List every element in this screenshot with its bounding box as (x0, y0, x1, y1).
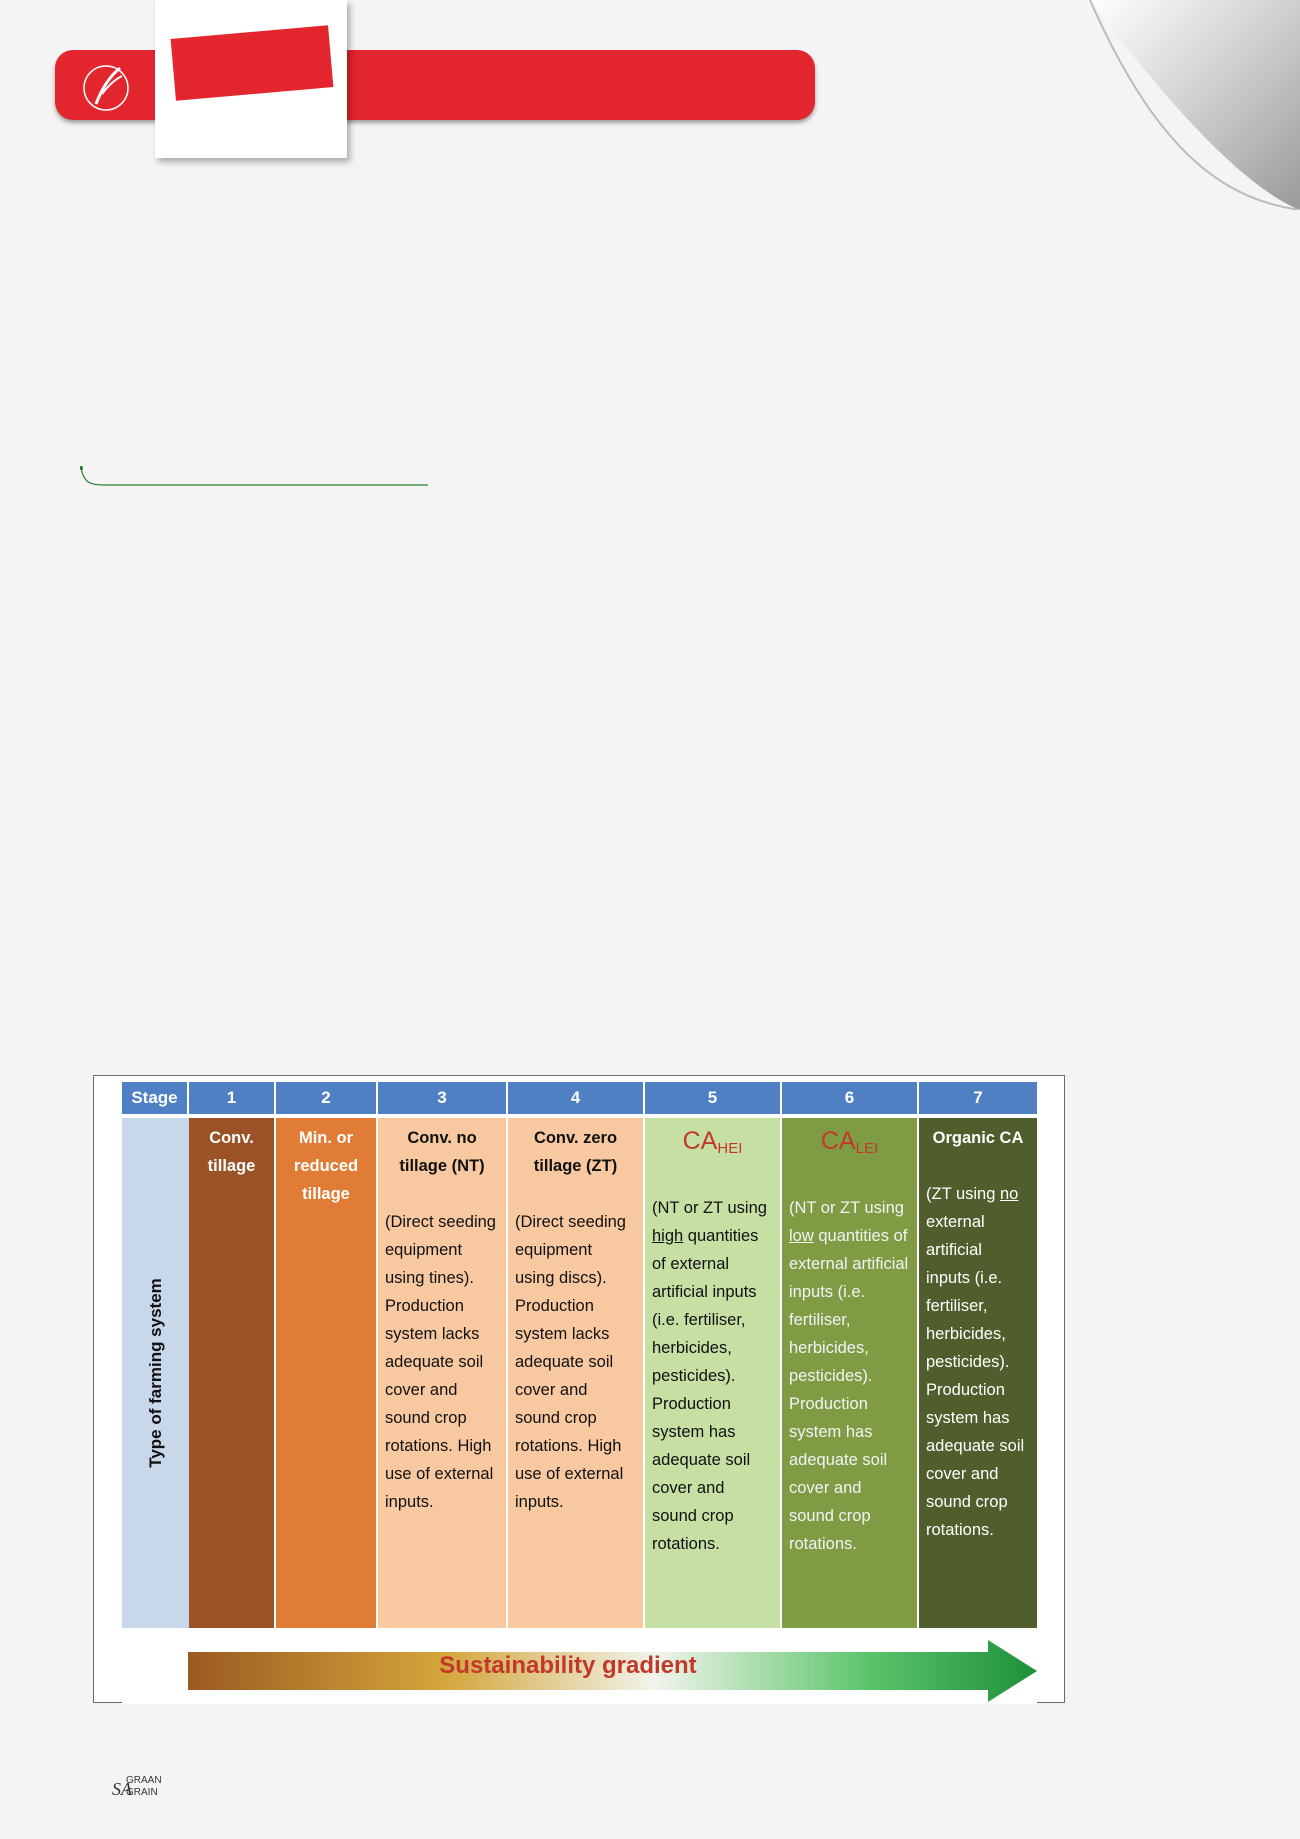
column-conv-no-tillage: Conv. no tillage (NT) (Direct seeding eq… (378, 1118, 508, 1628)
column-title: Conv. zero tillage (ZT) (533, 1129, 618, 1175)
column-title: CAHEI (682, 1127, 743, 1157)
header-stage-5: 5 (645, 1082, 782, 1114)
column-title: CALEI (820, 1127, 879, 1157)
column-conv-zero-tillage: Conv. zero tillage (ZT) (Direct seeding … (508, 1118, 645, 1628)
header-stage-4: 4 (508, 1082, 645, 1114)
column-title: Min. or reduced tillage (293, 1129, 359, 1203)
column-description: (ZT using no external artificial inputs … (926, 1185, 1025, 1539)
column-title: Conv. tillage (207, 1129, 256, 1175)
column-organic-ca: Organic CA (ZT using no external artific… (919, 1118, 1037, 1628)
footer-logo-line1: GRAAN (126, 1775, 162, 1786)
header-stage-label: Stage (122, 1082, 189, 1114)
column-ca-lei: CALEI (NT or ZT using low quantities of … (782, 1118, 919, 1628)
footer-logo-prefix: SA (112, 1779, 132, 1799)
header-stage-7: 7 (919, 1082, 1037, 1114)
column-description: (Direct seeding equipment using discs). … (515, 1213, 626, 1511)
section-tab-card (155, 0, 347, 158)
decorative-line (80, 466, 428, 486)
header-stage-3: 3 (378, 1082, 508, 1114)
footer-logo: SA GRAAN GRAIN (112, 1775, 172, 1811)
column-description: (Direct seeding equipment using tines). … (385, 1213, 496, 1511)
column-title: Conv. no tillage (NT) (399, 1129, 485, 1175)
farming-systems-table: Stage 1 2 3 4 5 6 7 Type of farming syst… (122, 1082, 1037, 1704)
header-stage-1: 1 (189, 1082, 276, 1114)
column-ca-hei: CAHEI (NT or ZT using high quantities of… (645, 1118, 782, 1628)
header-stage-6: 6 (782, 1082, 919, 1114)
feather-logo-icon (83, 65, 129, 111)
footer-logo-line2: GRAIN (126, 1787, 158, 1798)
column-description: (NT or ZT using high quantities of exter… (652, 1199, 767, 1553)
column-title: Organic CA (932, 1129, 1024, 1147)
row-label: Type of farming system (145, 1278, 165, 1468)
header-stage-2: 2 (276, 1082, 378, 1114)
sustainability-arrow-icon (188, 1640, 1037, 1702)
page-curl (1089, 0, 1300, 210)
gradient-label: Sustainability gradient (439, 1652, 697, 1679)
column-description: (NT or ZT using low quantities of extern… (789, 1199, 909, 1553)
farming-systems-figure: Stage 1 2 3 4 5 6 7 Type of farming syst… (93, 1075, 1065, 1704)
red-tape (170, 25, 334, 101)
column-min-tillage: Min. or reduced tillage (276, 1118, 378, 1628)
row-label-cell: Type of farming system (122, 1118, 189, 1628)
column-conv-tillage: Conv. tillage (189, 1118, 276, 1628)
